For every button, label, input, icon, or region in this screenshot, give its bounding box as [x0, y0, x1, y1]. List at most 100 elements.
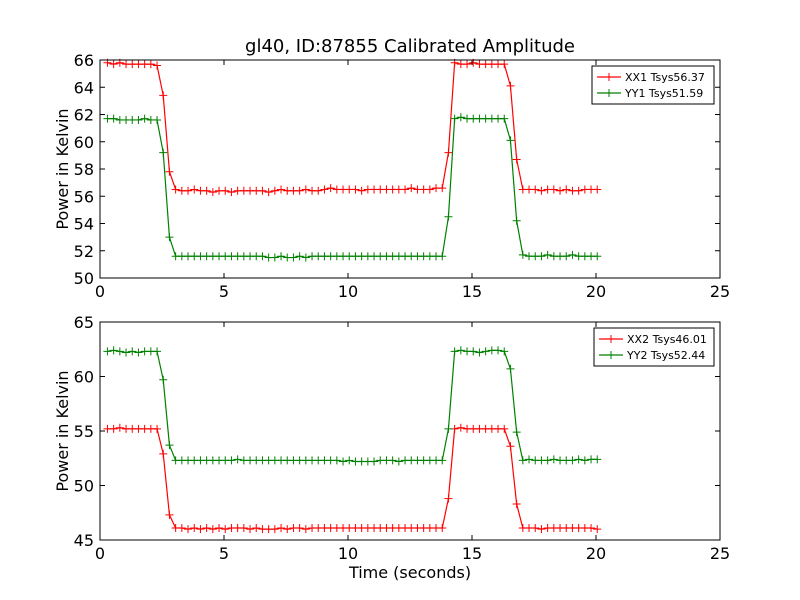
data-point-marker — [227, 188, 236, 197]
data-point-marker — [438, 184, 447, 193]
data-point-marker — [227, 456, 236, 465]
data-point-marker — [221, 186, 230, 195]
data-point-marker — [593, 252, 602, 261]
y-tick-label: 60 — [74, 133, 94, 152]
data-point-marker — [320, 185, 329, 194]
data-point-marker — [444, 494, 453, 503]
data-point-marker — [295, 186, 304, 195]
y-tick-label: 50 — [74, 477, 94, 496]
data-point-marker — [258, 186, 267, 195]
data-point-marker — [326, 184, 335, 193]
legend-label: YY2 Tsys52.44 — [626, 349, 705, 362]
data-point-marker — [370, 457, 379, 466]
data-point-marker — [109, 346, 118, 355]
data-point-marker — [562, 185, 571, 194]
data-point-marker — [574, 455, 583, 464]
data-point-marker — [506, 442, 515, 451]
data-point-marker — [500, 347, 509, 356]
data-point-marker — [196, 525, 205, 534]
data-point-marker — [239, 524, 248, 533]
data-point-marker — [221, 525, 230, 534]
data-point-marker — [270, 525, 279, 534]
data-point-marker — [549, 455, 558, 464]
data-point-marker — [456, 423, 465, 432]
data-point-marker — [574, 186, 583, 195]
data-point-marker — [556, 186, 565, 195]
x-tick-label: 20 — [586, 282, 606, 301]
data-point-marker — [301, 253, 310, 262]
data-point-marker — [109, 114, 118, 123]
data-point-marker — [184, 186, 193, 195]
y-tick-label: 65 — [74, 313, 94, 332]
data-point-marker — [314, 186, 323, 195]
data-point-marker — [159, 449, 168, 458]
data-point-marker — [153, 61, 162, 70]
data-point-marker — [537, 525, 546, 534]
y-tick-label: 60 — [74, 368, 94, 387]
series-line-1 — [107, 427, 598, 530]
data-point-marker — [518, 456, 527, 465]
data-point-marker — [246, 525, 255, 534]
data-point-marker — [153, 424, 162, 433]
legend-box — [591, 65, 715, 105]
data-point-marker — [568, 456, 577, 465]
data-point-marker — [134, 115, 143, 124]
data-point-marker — [215, 524, 224, 533]
y-tick-label: 62 — [74, 106, 94, 125]
data-point-marker — [258, 252, 267, 261]
data-point-marker — [208, 188, 217, 197]
data-point-marker — [456, 113, 465, 122]
legend-swatch-marker — [605, 89, 613, 97]
data-point-marker — [277, 252, 286, 261]
data-point-marker — [357, 186, 366, 195]
data-point-marker — [500, 60, 509, 69]
data-point-marker — [512, 428, 521, 437]
y-axis-label: Power in Kelvin — [53, 370, 72, 491]
legend: XX2 Tsys46.01 YY2 Tsys52.44 — [593, 327, 715, 367]
x-tick-label: 0 — [95, 544, 105, 563]
data-point-marker — [568, 250, 577, 259]
y-tick-label: 56 — [74, 187, 94, 206]
data-point-marker — [202, 524, 211, 533]
y-tick-label: 66 — [74, 51, 94, 70]
data-point-marker — [277, 524, 286, 533]
x-tick-label: 20 — [586, 544, 606, 563]
data-point-marker — [394, 457, 403, 466]
data-point-marker — [401, 185, 410, 194]
y-tick-label: 50 — [74, 269, 94, 288]
data-point-marker — [450, 347, 459, 356]
chart-title: gl40, ID:87855 Calibrated Amplitude — [245, 36, 575, 57]
data-point-marker — [500, 114, 509, 123]
data-point-marker — [301, 525, 310, 534]
data-point-marker — [332, 456, 341, 465]
data-point-marker — [165, 233, 174, 242]
data-point-marker — [481, 347, 490, 356]
data-point-marker — [593, 455, 602, 464]
y-tick-label: 54 — [74, 215, 94, 234]
data-point-marker — [456, 346, 465, 355]
data-point-marker — [531, 524, 540, 533]
data-point-marker — [537, 186, 546, 195]
x-tick-label: 10 — [338, 544, 358, 563]
data-point-marker — [506, 136, 515, 145]
y-axis-label: Power in Kelvin — [53, 108, 72, 229]
data-point-marker — [450, 114, 459, 123]
data-point-marker — [190, 524, 199, 533]
data-point-marker — [593, 525, 602, 534]
y-tick-label: 64 — [74, 78, 94, 97]
series-line-1 — [107, 61, 598, 193]
data-point-marker — [475, 348, 484, 357]
data-point-marker — [115, 423, 124, 432]
legend-swatch-marker — [607, 351, 615, 359]
data-point-marker — [425, 185, 434, 194]
data-point-marker — [388, 456, 397, 465]
data-point-marker — [159, 91, 168, 100]
data-point-marker — [537, 252, 546, 261]
data-point-marker — [289, 253, 298, 262]
data-point-marker — [587, 524, 596, 533]
series-line-2 — [107, 349, 598, 463]
legend-box — [593, 327, 715, 367]
series-line-2 — [107, 116, 598, 259]
data-point-marker — [543, 250, 552, 259]
data-point-marker — [438, 252, 447, 261]
